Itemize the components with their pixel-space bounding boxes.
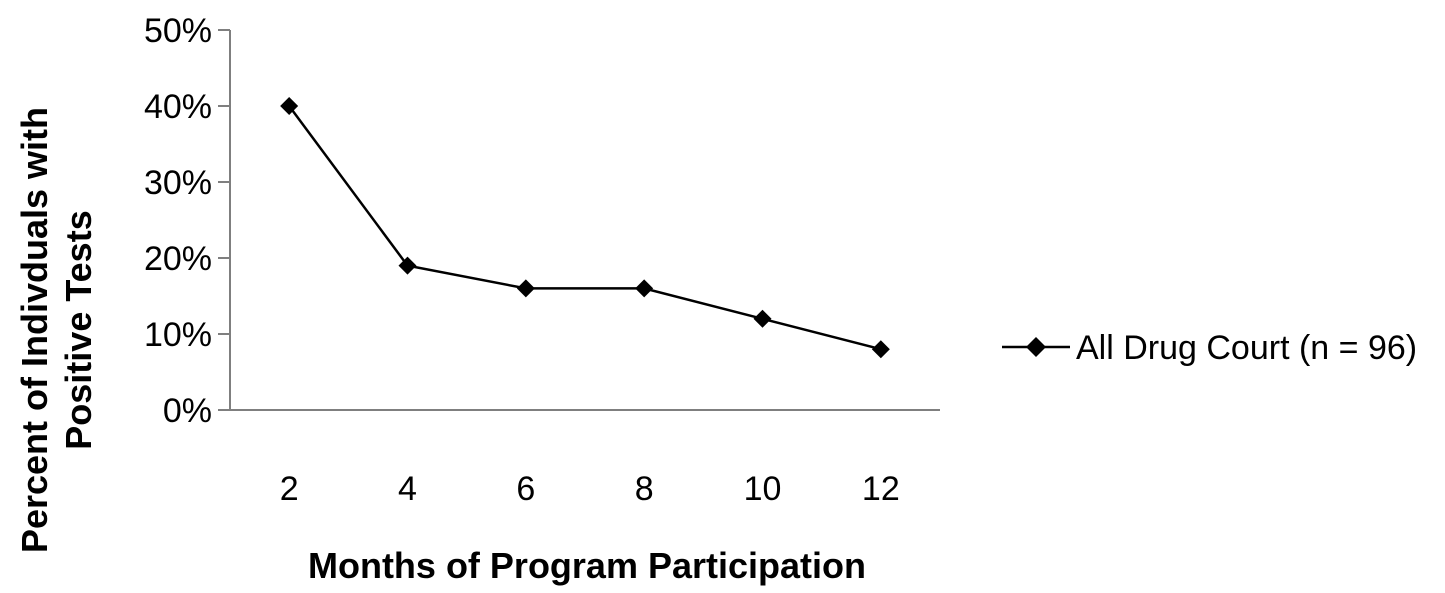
data-point-marker: [516, 279, 535, 298]
y-axis-title-line-2: Positive Tests: [58, 210, 99, 449]
data-point-marker: [635, 279, 654, 298]
x-tick-label: 12: [862, 470, 900, 508]
x-axis-title: Months of Program Participation: [308, 545, 866, 586]
data-point-marker: [753, 309, 772, 328]
y-tick-label: 10%: [144, 316, 212, 354]
data-point-marker: [871, 340, 890, 359]
y-tick-label: 30%: [144, 164, 212, 202]
y-tick-label: 20%: [144, 240, 212, 278]
data-point-marker: [398, 256, 417, 275]
x-tick-label: 8: [635, 470, 654, 508]
x-tick-label: 10: [744, 470, 782, 508]
series-group: [280, 97, 890, 359]
x-axis-ticks: 2 4 6 8 10 12: [280, 470, 900, 508]
y-axis-title: Percent of Indivduals with Positive Test…: [14, 107, 99, 553]
y-tick-label: 40%: [144, 88, 212, 126]
y-axis-title-line-1: Percent of Indivduals with: [14, 107, 55, 553]
x-tick-label: 2: [280, 470, 299, 508]
y-tick-label: 50%: [144, 12, 212, 50]
x-tick-label: 4: [398, 470, 417, 508]
series-line: [288, 105, 882, 351]
legend-marker: [1026, 337, 1046, 357]
x-tick-label: 6: [516, 470, 535, 508]
y-axis-ticks: 0% 10% 20% 30% 40% 50%: [144, 12, 230, 430]
legend-label: All Drug Court (n = 96): [1076, 329, 1417, 367]
legend: All Drug Court (n = 96): [1002, 329, 1417, 367]
data-point-marker: [280, 97, 299, 115]
y-tick-label: 0%: [163, 392, 212, 430]
